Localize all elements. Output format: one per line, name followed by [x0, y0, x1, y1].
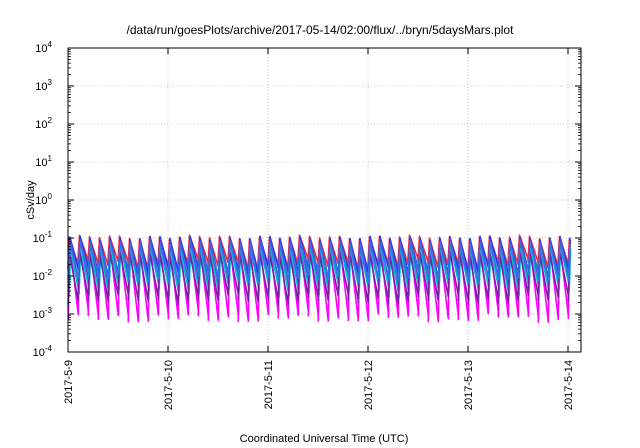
y-tick-label: 104: [35, 40, 52, 55]
x-tick-label: 2017-5-12: [363, 360, 375, 410]
y-tick-label: 103: [35, 78, 52, 93]
y-tick-label: 102: [35, 116, 52, 131]
y-tick-label: 10-3: [33, 306, 53, 321]
grid: [68, 48, 581, 352]
x-tick-label: 2017-5-14: [563, 360, 575, 410]
x-tick-label: 2017-5-9: [63, 360, 75, 404]
y-tick-label: 10-1: [33, 230, 53, 245]
series-line: [67, 239, 571, 285]
x-tick-label: 2017-5-11: [263, 360, 275, 409]
y-tick-label: 101: [35, 154, 52, 169]
y-tick-label: 100: [35, 192, 52, 207]
plot-frame: [67, 47, 582, 353]
y-axis-label: cSv/day: [25, 180, 37, 220]
x-tick-label: 2017-5-13: [463, 360, 475, 410]
x-axis: 2017-5-9 2017-5-10 2017-5-11 2017-5-12 2017-…: [63, 48, 575, 410]
y-axis: 10-4 10-3 10-2 10-1 100 101 102 103 104: [33, 40, 581, 359]
series-group: [67, 234, 572, 324]
y-tick-label: 10-4: [33, 344, 53, 359]
chart-title: /data/run/goesPlots/archive/2017-05-14/0…: [127, 23, 515, 37]
y-tick-label: 10-2: [33, 268, 53, 283]
x-axis-label: Coordinated Universal Time (UTC): [240, 433, 409, 445]
x-tick-label: 2017-5-10: [163, 360, 175, 410]
